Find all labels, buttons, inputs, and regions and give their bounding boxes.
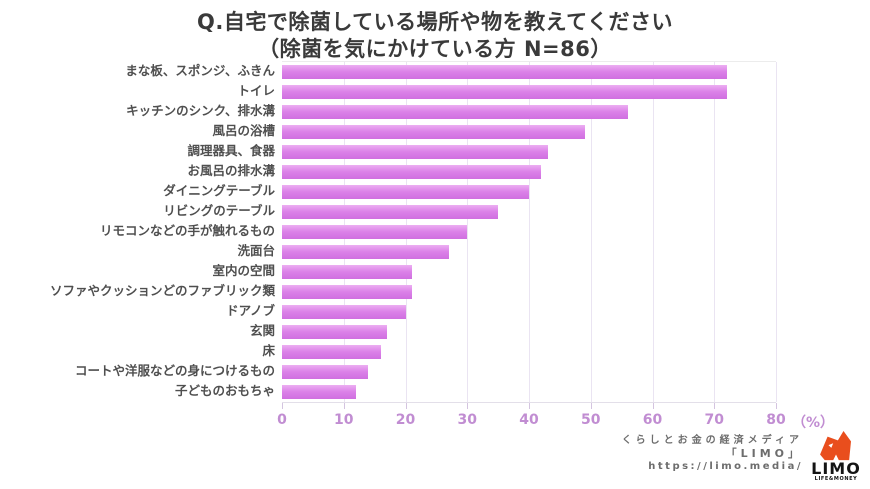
bar-row bbox=[282, 122, 776, 142]
bar-row bbox=[282, 142, 776, 162]
gridline bbox=[776, 62, 777, 402]
gridline bbox=[652, 62, 654, 402]
chart-title-line2: （除菌を気にかけている方 N=86） bbox=[258, 37, 612, 61]
x-axis-tick-label: 50 bbox=[581, 412, 601, 428]
category-label: リビングのテーブル bbox=[163, 203, 275, 218]
bar-row bbox=[282, 62, 776, 82]
bar bbox=[282, 305, 406, 319]
bar bbox=[282, 265, 412, 279]
bar bbox=[282, 105, 628, 119]
category-label: 子どものおもちゃ bbox=[174, 383, 275, 398]
bar-row bbox=[282, 202, 776, 222]
x-axis: （%） 0 10 20 30 40 50 60 70 80 bbox=[277, 403, 834, 435]
gridline bbox=[714, 62, 716, 402]
x-axis-tickmark bbox=[467, 403, 469, 409]
bar-row bbox=[282, 262, 776, 282]
bar-row bbox=[282, 102, 776, 122]
bar bbox=[282, 65, 727, 79]
category-label: まな板、スポンジ、ふきん bbox=[125, 63, 275, 78]
fox-icon bbox=[820, 431, 851, 461]
limo-logo-tagline: LIFE&MONEY bbox=[814, 476, 858, 482]
limo-logo-wordmark: LIMO bbox=[811, 459, 861, 478]
category-label: ダイニングテーブル bbox=[163, 183, 275, 198]
gridline bbox=[467, 62, 469, 402]
x-axis-tick-label: 60 bbox=[642, 412, 663, 428]
x-axis-tick-label: 40 bbox=[519, 412, 539, 428]
category-label: ソファやクッションどのファブリック類 bbox=[49, 283, 275, 298]
bar bbox=[282, 345, 381, 359]
category-label: ドアノブ bbox=[226, 303, 275, 318]
x-axis-tick-label: 20 bbox=[395, 412, 416, 428]
footer-media-line: くらしとお金の経済メディア bbox=[621, 435, 803, 446]
x-axis-tickmark bbox=[776, 403, 777, 409]
bar bbox=[282, 225, 468, 239]
x-axis-tickmark bbox=[714, 403, 716, 409]
x-axis-tickmark bbox=[405, 403, 407, 409]
x-axis-unit-label: （%） bbox=[792, 415, 835, 431]
bar bbox=[282, 205, 499, 219]
bar bbox=[282, 385, 357, 399]
category-label: キッチンのシンク、排水溝 bbox=[126, 103, 275, 118]
x-axis-tickmark bbox=[652, 403, 654, 409]
bar bbox=[282, 165, 542, 179]
limo-logo: LIMO LIFE&MONEY bbox=[811, 431, 861, 482]
bar-row bbox=[282, 222, 776, 242]
bar-row bbox=[282, 322, 776, 342]
bar-row bbox=[282, 302, 776, 322]
category-label: お風呂の排水溝 bbox=[187, 163, 275, 178]
x-axis-tick-label: 0 bbox=[277, 412, 287, 428]
category-label: 風呂の浴槽 bbox=[212, 123, 275, 138]
bar bbox=[282, 145, 548, 159]
bar bbox=[282, 245, 449, 259]
x-axis-tick-label: 10 bbox=[334, 412, 354, 428]
category-label: 床 bbox=[262, 343, 275, 358]
bar-chart: まな板、スポンジ、ふきんトイレキッチンのシンク、排水溝風呂の浴槽調理器具、食器お… bbox=[30, 61, 834, 435]
category-label: 室内の空間 bbox=[212, 263, 275, 278]
x-axis-tickmark bbox=[529, 403, 530, 409]
bar-row bbox=[282, 382, 776, 402]
gridline bbox=[529, 62, 530, 402]
bar-row bbox=[282, 82, 776, 102]
chart-title-line1: Q.自宅で除菌している場所や物を教えてください bbox=[196, 10, 674, 34]
category-label: コートや洋服などの身につけるもの bbox=[74, 363, 275, 378]
bar-row bbox=[282, 182, 776, 202]
bar bbox=[282, 85, 727, 99]
footer-credit: くらしとお金の経済メディア 「LIMO」 https://limo.media/ bbox=[622, 434, 803, 473]
plot-column: （%） 0 10 20 30 40 50 60 70 80 bbox=[277, 61, 834, 435]
bar-row bbox=[282, 282, 776, 302]
bar-row bbox=[282, 242, 776, 262]
bar-row bbox=[282, 342, 776, 362]
plot-area bbox=[282, 61, 777, 403]
x-axis-tick-label: 30 bbox=[457, 412, 477, 428]
bar bbox=[282, 285, 412, 299]
category-label: 調理器具、食器 bbox=[187, 143, 275, 158]
chart-title: Q.自宅で除菌している場所や物を教えてください （除菌を気にかけている方 N=8… bbox=[0, 0, 870, 63]
category-label: 洗面台 bbox=[237, 243, 275, 258]
bar bbox=[282, 185, 529, 199]
category-label-column: まな板、スポンジ、ふきんトイレキッチンのシンク、排水溝風呂の浴槽調理器具、食器お… bbox=[30, 61, 282, 435]
x-axis-tickmark bbox=[343, 403, 345, 409]
footer-brand-line: 「LIMO」 bbox=[725, 447, 803, 460]
bar bbox=[282, 325, 387, 339]
bar bbox=[282, 125, 585, 139]
category-label: リモコンなどの手が触れるもの bbox=[99, 223, 275, 238]
gridline bbox=[590, 62, 592, 402]
x-axis-tickmark bbox=[590, 403, 592, 409]
x-axis-tick-label: 70 bbox=[704, 412, 724, 428]
x-axis-tickmark bbox=[282, 403, 283, 409]
category-label: トイレ bbox=[237, 83, 275, 98]
bar-row bbox=[282, 162, 776, 182]
category-label: 玄関 bbox=[249, 323, 275, 338]
bar bbox=[282, 365, 369, 379]
footer-url: https://limo.media/ bbox=[648, 461, 803, 472]
x-axis-tick-label: 80 bbox=[766, 412, 786, 428]
bar-row bbox=[282, 362, 776, 382]
